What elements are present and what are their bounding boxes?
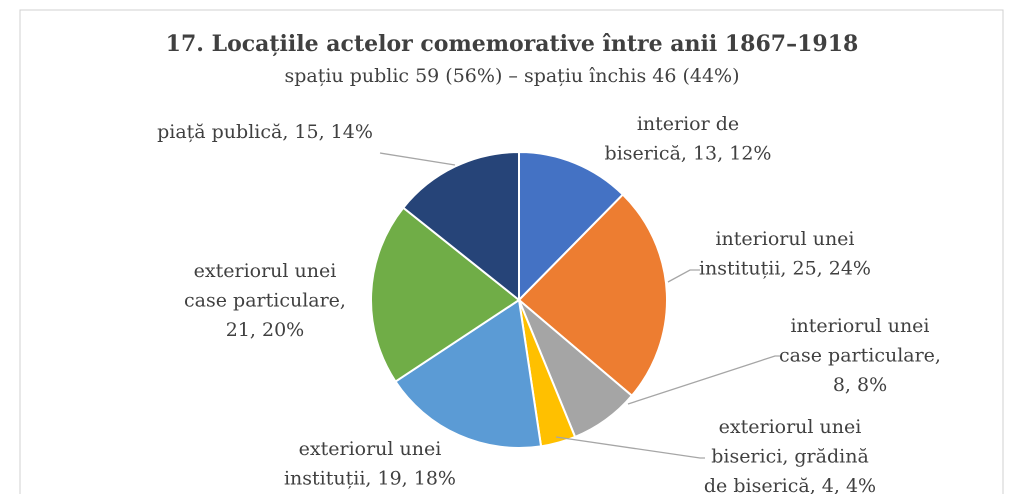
pie-slice [401,150,520,303]
leader-line [555,436,705,459]
data-label: interior de [637,113,739,135]
leader-line [667,269,700,283]
data-label: exteriorul unei [194,260,337,282]
pie-slice [517,193,668,398]
data-label: 8, 8% [833,374,887,396]
chart-title: 17. Locațiile actelor comemorative între… [166,31,859,57]
data-label: exteriorul unei [299,438,442,460]
leader-line [627,355,780,405]
pie-slice [370,206,521,383]
data-label: instituții, 25, 24% [699,258,871,280]
data-label: case particulare, [779,345,941,367]
data-label: exteriorul unei [719,416,862,438]
pie-slice [518,150,625,303]
data-label: 21, 20% [226,319,305,341]
data-label: piață publică, 15, 14% [157,121,373,143]
data-label: de biserică, 4, 4% [704,475,876,494]
data-label: case particulare, [184,290,346,312]
data-label: instituții, 19, 18% [284,468,456,490]
chart-subtitle: spațiu public 59 (56%) – spațiu închis 4… [284,65,739,87]
data-label: biserici, grădină [711,446,869,468]
leader-line [379,152,456,166]
data-label: interiorul unei [715,228,854,250]
data-label: biserică, 13, 12% [605,143,772,165]
data-label: interiorul unei [790,315,929,337]
pie-slice [394,298,543,449]
